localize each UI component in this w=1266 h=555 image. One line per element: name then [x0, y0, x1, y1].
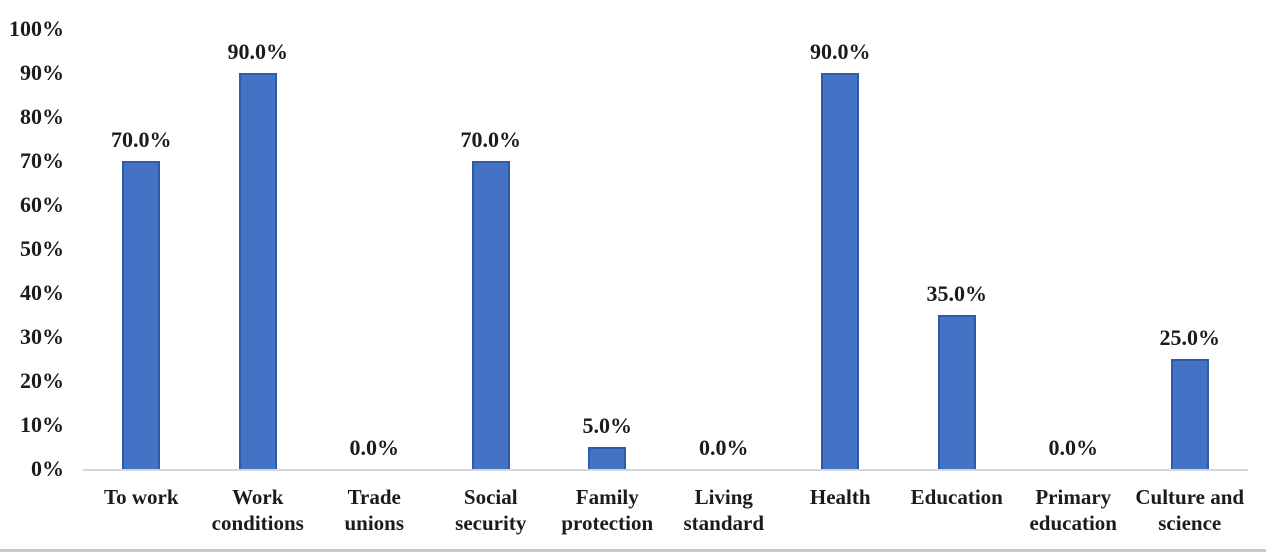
y-axis-tick-label: 30% — [20, 324, 64, 349]
y-axis-tick-label: 90% — [20, 60, 64, 85]
bar — [122, 161, 161, 469]
y-axis-tick-label: 70% — [20, 148, 64, 173]
x-axis-tick-label: Education — [910, 485, 1003, 509]
bar — [1170, 359, 1209, 469]
x-axis-line — [83, 469, 1248, 471]
bar-value-label: 0.0% — [349, 435, 400, 460]
y-axis-tick-label: 10% — [20, 412, 64, 437]
bar — [937, 315, 976, 469]
x-axis-tick-label: Primary education — [1029, 485, 1117, 535]
bar-value-label: 90.0% — [810, 39, 871, 64]
y-axis-tick-label: 80% — [20, 104, 64, 129]
y-axis-tick-label: 100% — [9, 16, 64, 41]
bar-value-label: 25.0% — [1159, 325, 1221, 350]
x-axis-tick-label: Culture and science — [1135, 485, 1245, 535]
bar — [238, 73, 277, 469]
bar-value-label: 70.0% — [460, 127, 522, 152]
bar-value-label: 70.0% — [111, 127, 172, 152]
x-axis-tick-label: Family protection — [561, 485, 654, 535]
x-axis-tick-label: Health — [809, 485, 871, 509]
x-axis-tick-label: Social security — [455, 485, 527, 535]
bottom-divider-line — [0, 549, 1266, 552]
bar-value-label: 90.0% — [227, 39, 289, 64]
x-axis-tick-label: Trade unions — [344, 485, 405, 535]
x-axis-tick-label: Work conditions — [211, 485, 304, 535]
bar-value-label: 0.0% — [1048, 435, 1099, 460]
bar-value-label: 0.0% — [699, 435, 749, 460]
x-axis-tick-label: Living standard — [683, 485, 765, 535]
bar-value-label: 35.0% — [926, 281, 988, 306]
bar-value-label: 5.0% — [582, 413, 633, 438]
y-axis-tick-label: 50% — [20, 236, 64, 261]
y-axis-tick-label: 40% — [20, 280, 64, 305]
bar — [821, 73, 860, 469]
x-axis-tick-label: To work — [104, 485, 179, 509]
bar — [471, 161, 510, 469]
y-axis-tick-label: 0% — [31, 456, 64, 481]
bar — [588, 447, 627, 469]
y-axis-tick-label: 20% — [20, 368, 64, 393]
y-axis-tick-label: 60% — [20, 192, 64, 217]
